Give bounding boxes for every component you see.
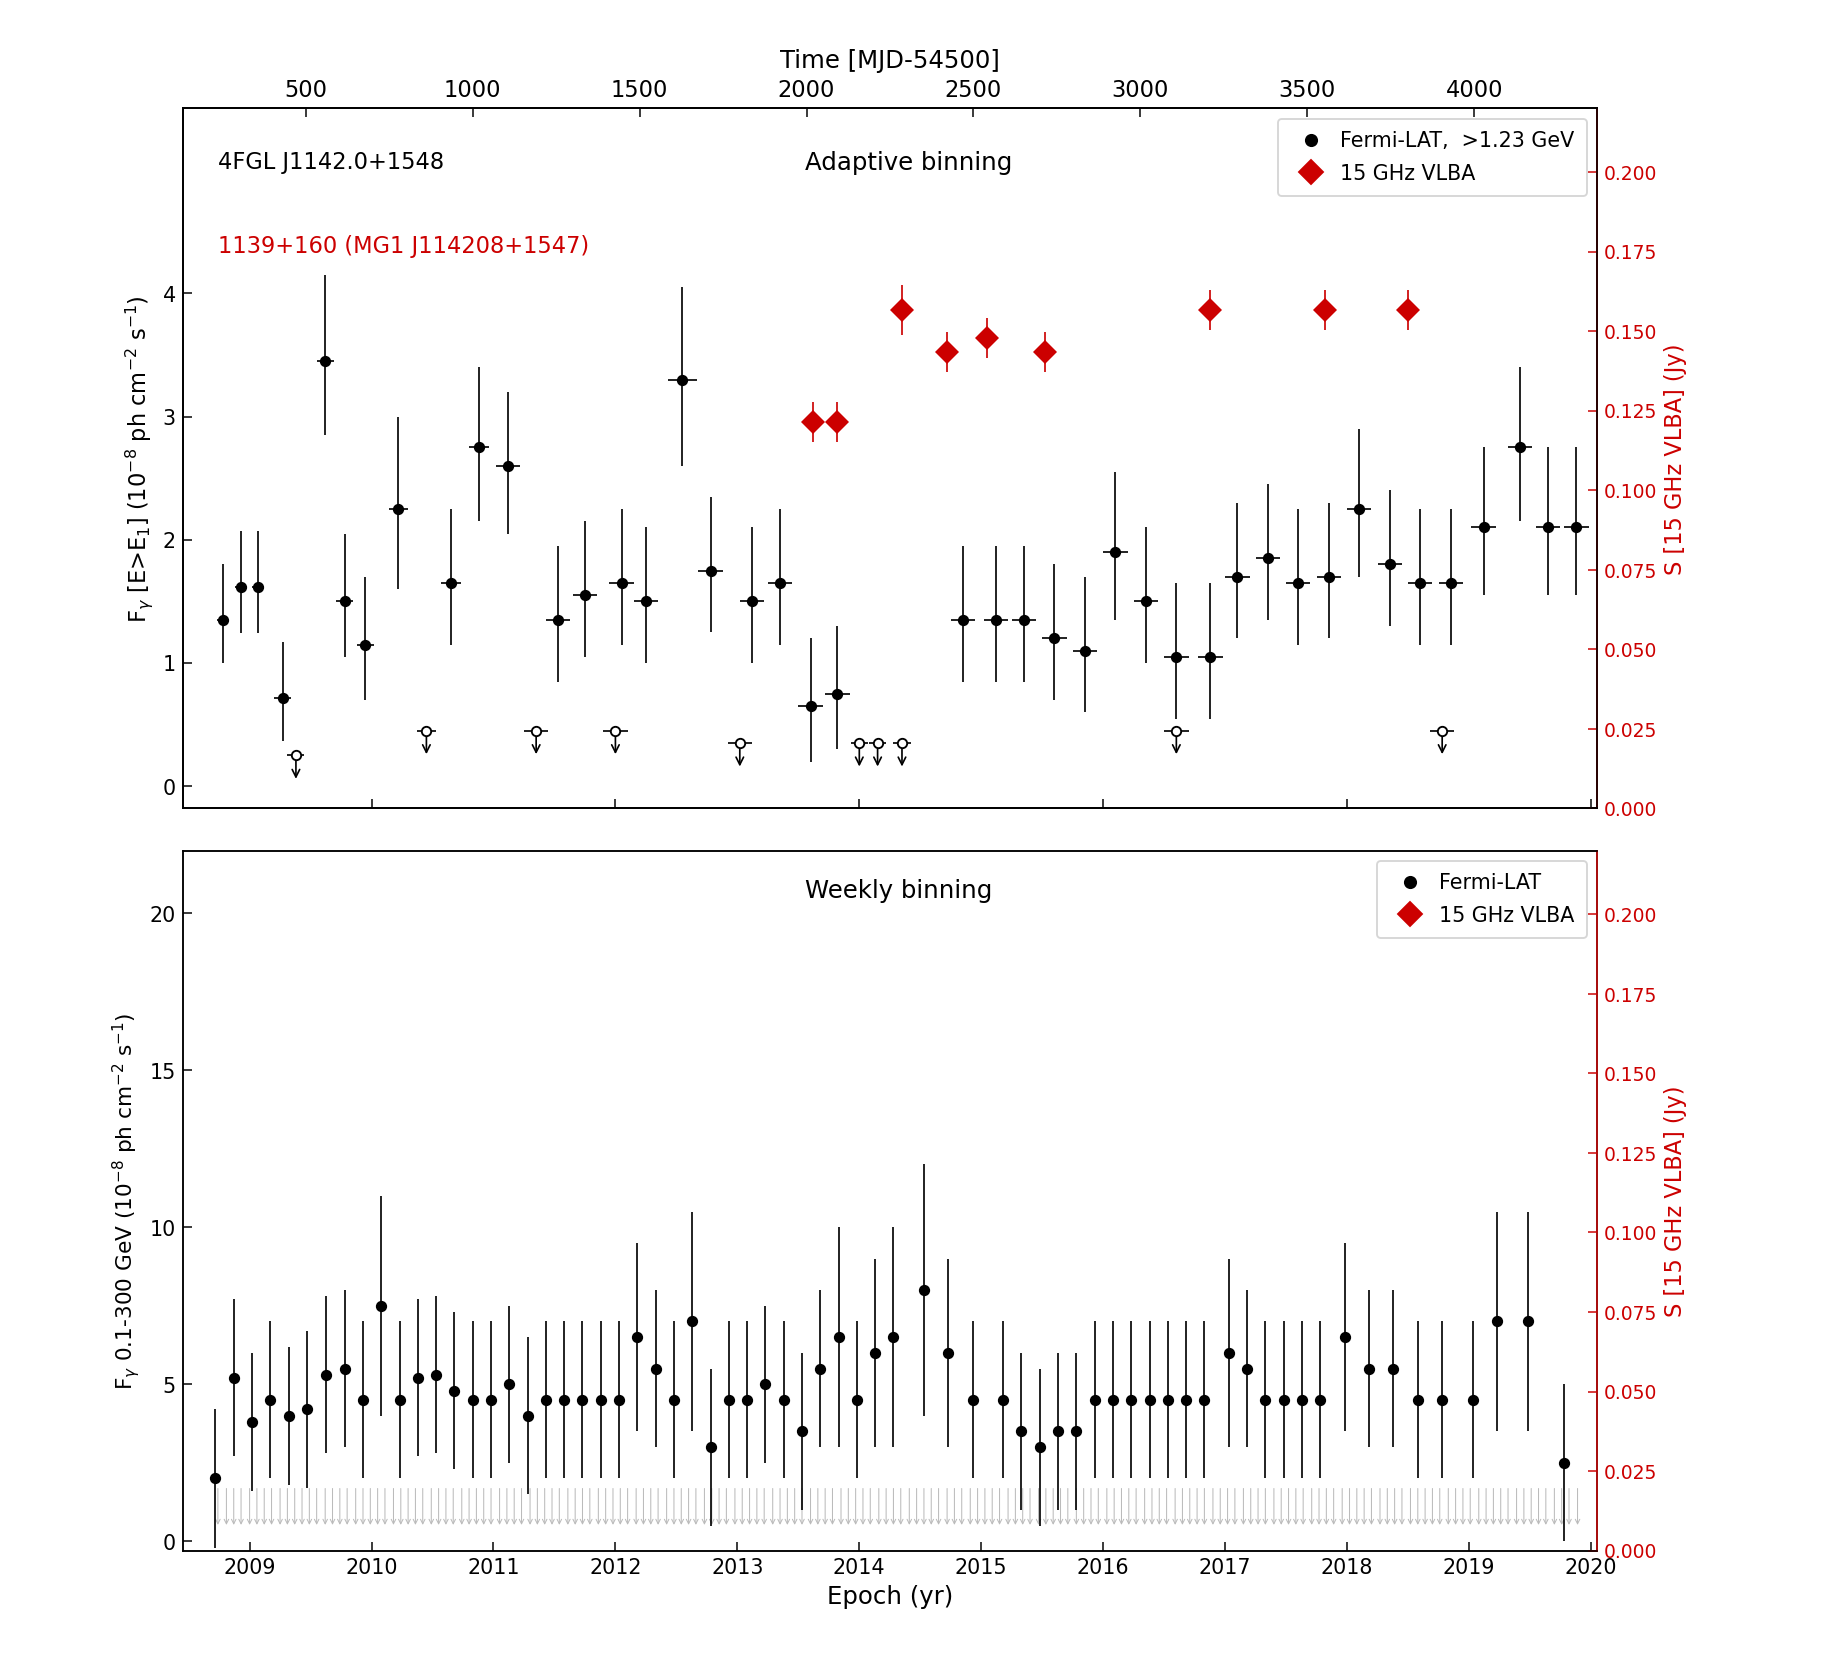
Legend: Fermi-LAT,  >1.23 GeV, 15 GHz VLBA: Fermi-LAT, >1.23 GeV, 15 GHz VLBA [1278, 119, 1586, 196]
Text: Adaptive binning: Adaptive binning [805, 150, 1013, 174]
X-axis label: Epoch (yr): Epoch (yr) [827, 1584, 953, 1609]
Text: 1139+160 (MG1 J114208+1547): 1139+160 (MG1 J114208+1547) [217, 234, 589, 257]
Y-axis label: S [15 GHz VLBA] (Jy): S [15 GHz VLBA] (Jy) [1664, 1084, 1688, 1317]
Legend: Fermi-LAT, 15 GHz VLBA: Fermi-LAT, 15 GHz VLBA [1376, 861, 1586, 937]
Y-axis label: F$_\gamma$ [E>E$_1$] (10$^{-8}$ ph cm$^{-2}$ s$^{-1}$): F$_\gamma$ [E>E$_1$] (10$^{-8}$ ph cm$^{… [124, 294, 155, 623]
Text: 4FGL J1142.0+1548: 4FGL J1142.0+1548 [217, 150, 443, 174]
X-axis label: Time [MJD-54500]: Time [MJD-54500] [779, 48, 1000, 74]
Y-axis label: S [15 GHz VLBA] (Jy): S [15 GHz VLBA] (Jy) [1664, 343, 1688, 575]
Y-axis label: F$_\gamma$ 0.1-300 GeV (10$^{-8}$ ph cm$^{-2}$ s$^{-1}$): F$_\gamma$ 0.1-300 GeV (10$^{-8}$ ph cm$… [110, 1013, 142, 1389]
Text: Weekly binning: Weekly binning [805, 879, 993, 902]
